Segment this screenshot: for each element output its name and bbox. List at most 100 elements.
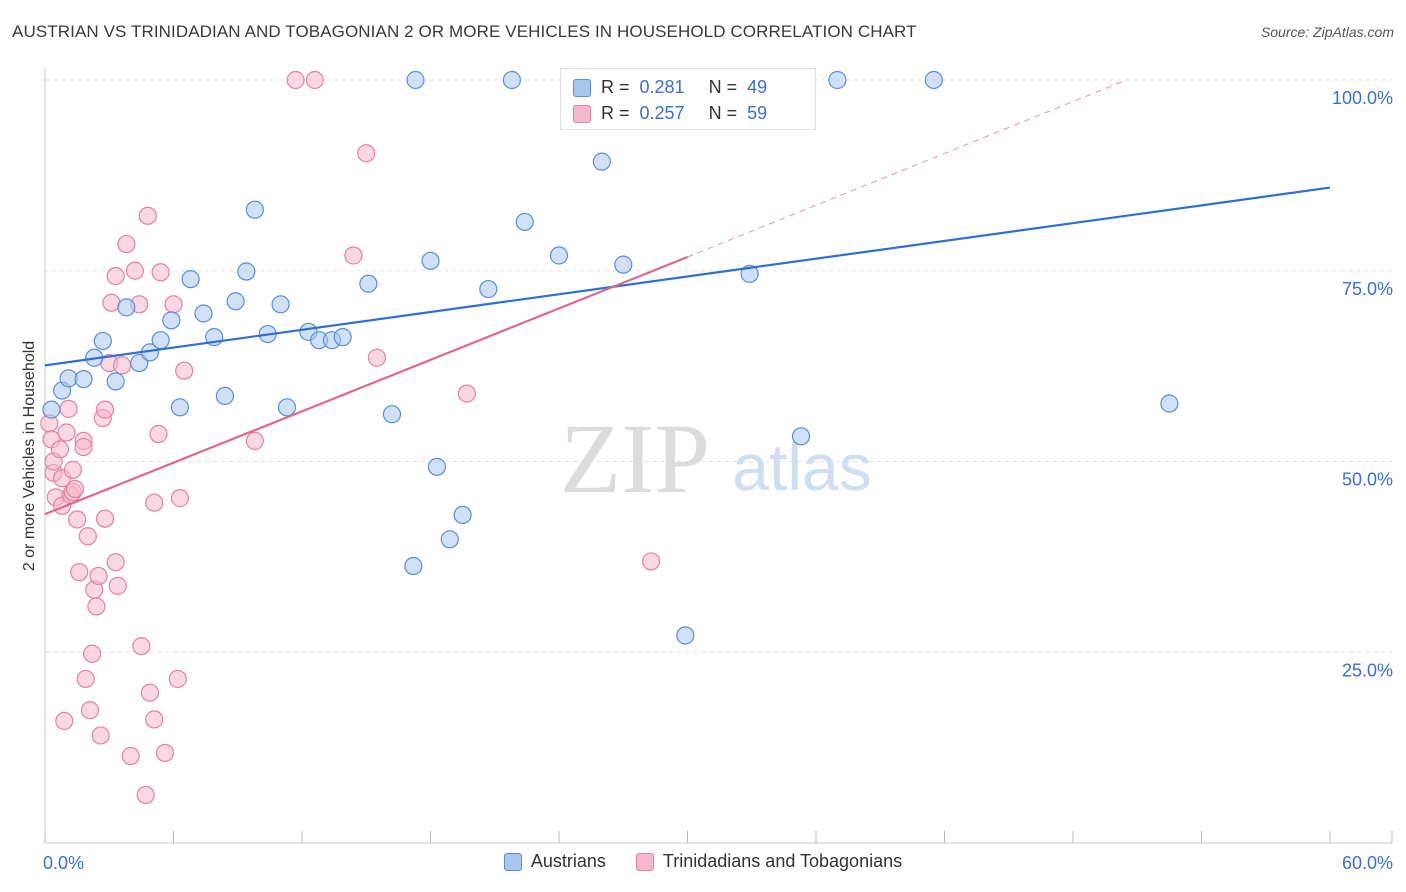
data-point	[515, 212, 534, 232]
data-point	[63, 460, 82, 479]
y-tick-label: 50.0%	[1342, 470, 1393, 490]
data-point	[145, 493, 164, 512]
data-point	[87, 597, 106, 616]
trend-extension-trinidadians	[687, 79, 1127, 258]
legend-row-trinidadians: R = 0.257 N = 59	[573, 103, 767, 124]
n-label: N =	[708, 77, 738, 97]
x-tick-label: 60.0%	[1342, 853, 1393, 873]
source-label: Source: ZipAtlas.com	[1260, 24, 1394, 40]
data-point	[93, 331, 112, 351]
data-point	[42, 400, 61, 419]
data-point	[155, 743, 175, 763]
data-point	[70, 563, 89, 582]
data-point	[226, 292, 245, 311]
data-point	[440, 530, 459, 549]
data-point	[382, 405, 402, 424]
data-point	[359, 274, 378, 293]
data-point	[215, 386, 234, 405]
data-point	[59, 399, 78, 418]
legend-swatch-pink	[573, 104, 591, 123]
correlation-legend: R = 0.281 N = 49 R = 0.257 N = 59	[560, 68, 816, 130]
data-point	[132, 637, 151, 656]
data-point	[78, 527, 97, 546]
watermark-zip: ZIP	[560, 403, 710, 514]
data-point	[502, 70, 521, 90]
legend-swatch-blue	[503, 852, 522, 871]
data-point	[65, 479, 85, 499]
r-label: R =	[601, 77, 630, 97]
data-point	[367, 348, 387, 367]
legend-swatch-blue	[573, 78, 591, 97]
data-point	[453, 505, 472, 525]
data-point	[421, 251, 440, 270]
data-point	[194, 304, 213, 323]
pink-series-points	[40, 70, 661, 805]
r-value: 0.257	[639, 103, 685, 123]
n-label: N =	[708, 103, 738, 123]
data-point	[117, 298, 136, 317]
data-point	[151, 263, 170, 282]
data-point	[76, 669, 95, 689]
x-tick-label: 0.0%	[43, 853, 84, 873]
data-point	[427, 457, 447, 476]
data-point	[791, 427, 811, 446]
series-legend: Austrians Trinidadians and Tobagonians	[0, 851, 1406, 872]
data-point	[80, 701, 100, 720]
y-tick-label: 100.0%	[1332, 88, 1393, 108]
data-point	[245, 200, 264, 219]
r-value: 0.281	[639, 77, 685, 97]
y-tick-label: 25.0%	[1342, 660, 1393, 680]
data-point	[112, 356, 132, 375]
data-point	[95, 400, 115, 419]
data-point	[479, 279, 498, 299]
data-point	[286, 70, 305, 90]
legend-row-austrians: R = 0.281 N = 49	[573, 77, 767, 98]
data-point	[271, 295, 290, 314]
data-point	[74, 437, 93, 457]
data-point	[344, 246, 363, 265]
data-point	[102, 293, 121, 312]
legend-swatch-pink	[635, 852, 654, 871]
data-point	[106, 266, 125, 286]
data-point	[83, 644, 102, 663]
data-point	[91, 726, 110, 745]
data-point	[245, 431, 264, 450]
data-point	[237, 262, 256, 281]
data-point	[162, 311, 181, 330]
axis-layer	[44, 68, 1393, 844]
grid-layer	[45, 79, 1392, 653]
data-point	[136, 785, 155, 805]
data-point	[404, 556, 423, 576]
data-point	[170, 489, 190, 508]
data-point	[357, 144, 376, 163]
data-point	[57, 423, 76, 442]
data-point	[121, 746, 140, 766]
data-point	[1160, 394, 1179, 413]
data-point	[55, 711, 74, 731]
data-point	[95, 509, 115, 528]
data-point	[181, 270, 200, 289]
data-point	[457, 384, 477, 403]
legend-item-trinidadians: Trinidadians and Tobagonians	[635, 851, 903, 872]
legend-label-austrians: Austrians	[530, 851, 606, 871]
trend-line-austrians	[44, 186, 1331, 367]
r-label: R =	[601, 103, 630, 123]
data-point	[170, 398, 190, 417]
data-point	[145, 710, 164, 729]
n-value: 49	[747, 77, 768, 97]
legend-item-austrians: Austrians	[503, 851, 606, 872]
legend-label-trinidadians: Trinidadians and Tobagonians	[662, 851, 903, 871]
watermark: ZIP atlas	[560, 403, 872, 514]
data-point	[333, 328, 352, 347]
trend-line-trinidadians	[44, 255, 688, 516]
data-point	[151, 331, 170, 350]
data-point	[592, 152, 611, 171]
data-point	[406, 70, 425, 90]
data-point	[50, 440, 70, 459]
data-point	[828, 70, 847, 90]
tick-labels: 25.0% 50.0% 75.0% 100.0% 0.0% 60.0%	[43, 88, 1393, 873]
trend-lines	[44, 79, 1331, 516]
chart-title: AUSTRIAN VS TRINIDADIAN AND TOBAGONIAN 2…	[12, 22, 917, 41]
data-point	[305, 70, 324, 90]
